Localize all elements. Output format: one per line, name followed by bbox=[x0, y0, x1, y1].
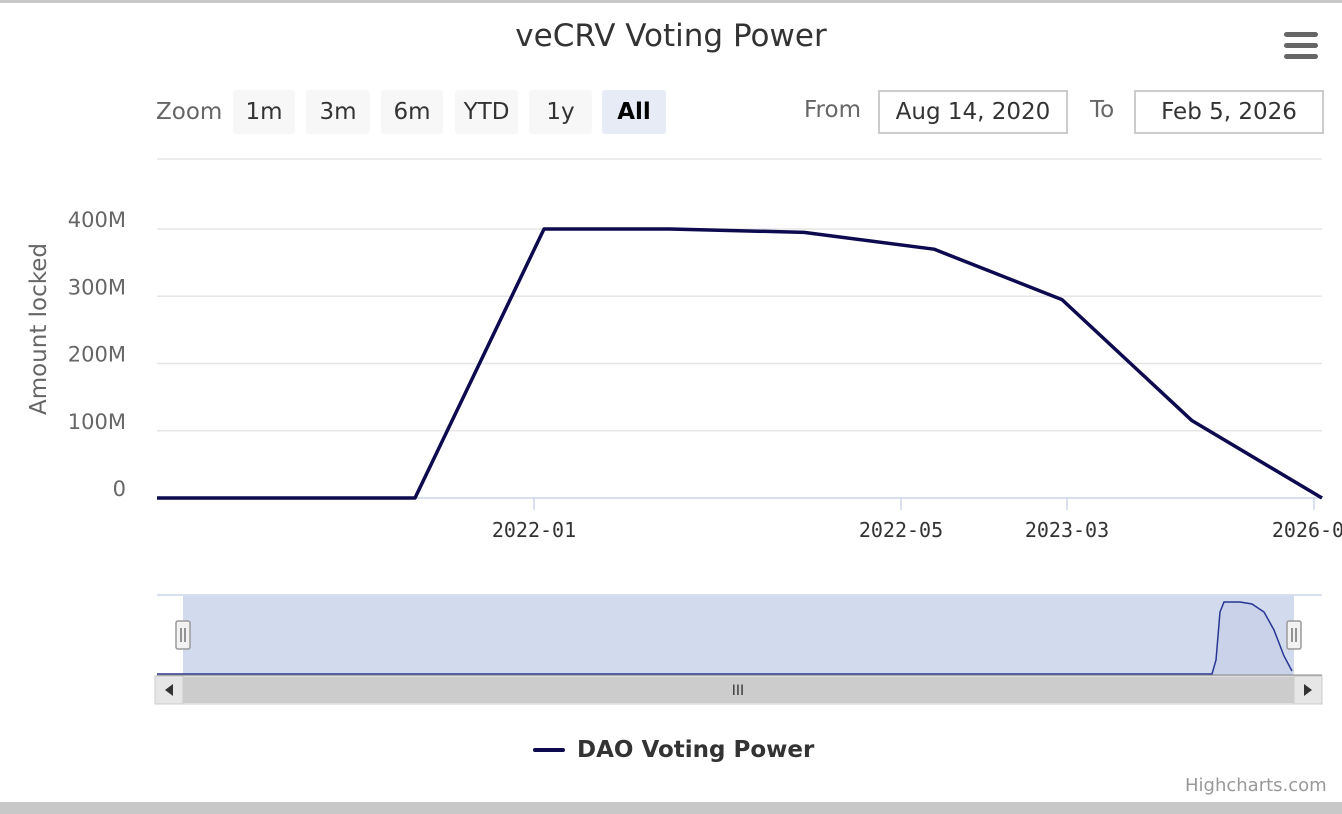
scrollbar-thumb[interactable] bbox=[183, 677, 1294, 703]
x-tick-label: 2023-03 bbox=[1025, 518, 1109, 542]
y-tick-label: 400M bbox=[68, 208, 126, 232]
scroll-right-arrow-icon bbox=[1304, 684, 1312, 696]
y-tick-label: 0 bbox=[113, 477, 126, 501]
zoom-button-ytd[interactable]: YTD bbox=[455, 90, 518, 134]
zoom-button-3m[interactable]: 3m bbox=[306, 90, 370, 134]
from-date-input[interactable]: Aug 14, 2020 bbox=[878, 90, 1068, 134]
navigator-series-line bbox=[157, 601, 1293, 675]
from-label: From bbox=[804, 97, 861, 123]
menu-line-2 bbox=[1284, 43, 1318, 48]
hamburger-menu-icon[interactable] bbox=[1278, 28, 1322, 64]
legend-label: DAO Voting Power bbox=[577, 737, 815, 763]
zoom-button-1m[interactable]: 1m bbox=[233, 90, 295, 134]
navigator-handle-right[interactable] bbox=[1286, 620, 1302, 650]
x-tick-label: 2022-01 bbox=[492, 518, 576, 542]
menu-line-1 bbox=[1284, 32, 1318, 37]
menu-line-3 bbox=[1284, 54, 1318, 59]
y-tick-label: 200M bbox=[68, 343, 126, 367]
x-tick-label: 2022-05 bbox=[859, 518, 943, 542]
chart-title: veCRV Voting Power bbox=[515, 18, 827, 54]
scroll-left-arrow-icon bbox=[165, 684, 173, 696]
credits-link[interactable]: Highcharts.com bbox=[1185, 775, 1327, 796]
y-axis-title: Amount locked bbox=[26, 243, 52, 415]
scrollbar-grip: III bbox=[732, 683, 744, 699]
zoom-label: Zoom bbox=[156, 99, 223, 125]
zoom-button-all[interactable]: All bbox=[602, 90, 666, 134]
bottom-border bbox=[0, 802, 1342, 814]
y-tick-label: 300M bbox=[68, 275, 126, 299]
legend-swatch bbox=[533, 748, 565, 752]
legend-item-dao-voting-power[interactable]: DAO Voting Power bbox=[533, 735, 814, 765]
navigator-handle-left[interactable] bbox=[175, 620, 191, 650]
zoom-button-1y[interactable]: 1y bbox=[529, 90, 592, 134]
y-tick-label: 100M bbox=[68, 410, 126, 434]
zoom-button-6m[interactable]: 6m bbox=[381, 90, 443, 134]
to-date-input[interactable]: Feb 5, 2026 bbox=[1134, 90, 1324, 134]
navigator-selected-mask[interactable] bbox=[183, 596, 1294, 676]
to-label: To bbox=[1090, 97, 1115, 123]
top-border bbox=[0, 0, 1342, 3]
x-tick-label: 2026-01 bbox=[1272, 518, 1342, 542]
